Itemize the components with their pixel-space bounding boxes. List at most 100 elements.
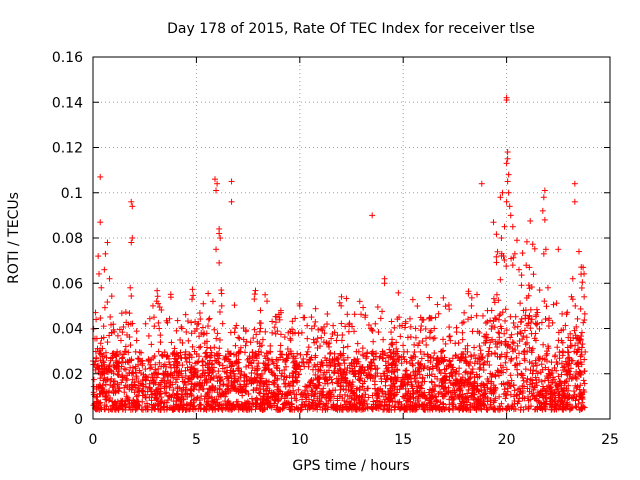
data-point	[114, 371, 121, 378]
data-point	[259, 336, 266, 343]
data-point	[446, 333, 453, 340]
data-point	[132, 348, 139, 355]
data-point	[533, 306, 540, 313]
data-point	[493, 231, 500, 238]
data-point	[178, 323, 185, 330]
data-point	[538, 361, 545, 368]
data-point	[383, 365, 390, 372]
data-point	[375, 329, 382, 336]
data-point	[538, 400, 545, 407]
data-point	[432, 314, 439, 321]
data-point	[216, 345, 223, 352]
data-point	[95, 253, 102, 260]
data-point	[575, 248, 582, 255]
data-point	[277, 342, 284, 349]
data-point	[297, 351, 304, 358]
data-point	[372, 385, 379, 392]
data-point	[217, 235, 224, 241]
data-point	[358, 311, 365, 318]
data-point	[256, 320, 263, 327]
data-point	[421, 378, 428, 385]
data-point	[503, 160, 510, 167]
data-point	[486, 362, 493, 369]
data-point	[298, 329, 305, 336]
data-point	[374, 304, 381, 311]
data-point	[388, 376, 395, 383]
data-point	[96, 347, 103, 354]
data-point	[252, 287, 259, 294]
y-tick-label: 0.14	[52, 95, 83, 111]
data-point	[516, 266, 523, 273]
data-point	[484, 375, 491, 382]
data-point	[278, 372, 285, 379]
x-tick-label: 25	[601, 432, 619, 448]
data-point	[199, 324, 206, 331]
data-point	[133, 337, 140, 344]
data-point	[219, 320, 226, 327]
data-point	[327, 349, 334, 356]
data-point	[395, 289, 402, 296]
grid-lines	[93, 57, 610, 419]
data-point	[235, 334, 242, 341]
data-point	[542, 316, 549, 323]
data-point	[340, 344, 347, 351]
data-point	[238, 400, 245, 407]
x-tick-label: 20	[498, 432, 516, 448]
data-point	[360, 304, 367, 311]
data-point	[579, 279, 586, 286]
data-point	[104, 339, 111, 346]
data-point	[502, 359, 509, 366]
data-point	[496, 393, 503, 400]
data-point	[544, 284, 551, 291]
data-point	[484, 384, 491, 391]
data-point	[314, 335, 321, 342]
data-point	[200, 300, 207, 307]
data-point	[294, 405, 301, 412]
data-point	[127, 342, 134, 349]
x-axis-label: GPS time / hours	[292, 458, 409, 474]
data-point	[538, 319, 545, 326]
data-point	[324, 310, 331, 317]
data-point	[184, 318, 191, 325]
data-point	[479, 312, 486, 319]
data-point	[128, 239, 135, 246]
data-point	[411, 349, 418, 356]
data-point	[578, 284, 585, 291]
data-point	[520, 307, 527, 314]
data-point	[174, 317, 181, 324]
data-point	[513, 354, 520, 361]
data-point	[154, 287, 161, 294]
data-point	[388, 340, 395, 347]
data-point	[117, 397, 124, 404]
data-point	[325, 367, 332, 374]
data-points	[90, 94, 589, 413]
data-point	[312, 305, 319, 312]
data-point	[435, 310, 442, 317]
data-point	[104, 299, 111, 306]
data-point	[224, 348, 231, 355]
data-point	[511, 250, 518, 257]
y-tick-label: 0.06	[52, 276, 83, 292]
data-point	[559, 348, 566, 355]
data-point	[434, 301, 441, 308]
data-point	[527, 217, 534, 224]
data-point	[106, 275, 113, 282]
data-point	[299, 396, 306, 403]
data-point	[446, 357, 453, 364]
y-tick-label: 0.16	[52, 50, 83, 66]
data-point	[540, 194, 547, 201]
data-point	[462, 369, 469, 376]
data-point	[119, 359, 126, 366]
data-point	[213, 335, 220, 342]
data-point	[572, 302, 579, 309]
data-point	[521, 327, 528, 334]
data-point	[510, 340, 517, 347]
data-point	[122, 309, 129, 316]
data-point	[442, 340, 449, 347]
data-point	[128, 356, 135, 363]
data-point	[97, 340, 104, 347]
data-point	[206, 315, 213, 322]
data-point	[484, 307, 491, 314]
data-point	[309, 366, 316, 373]
data-point	[540, 383, 547, 390]
